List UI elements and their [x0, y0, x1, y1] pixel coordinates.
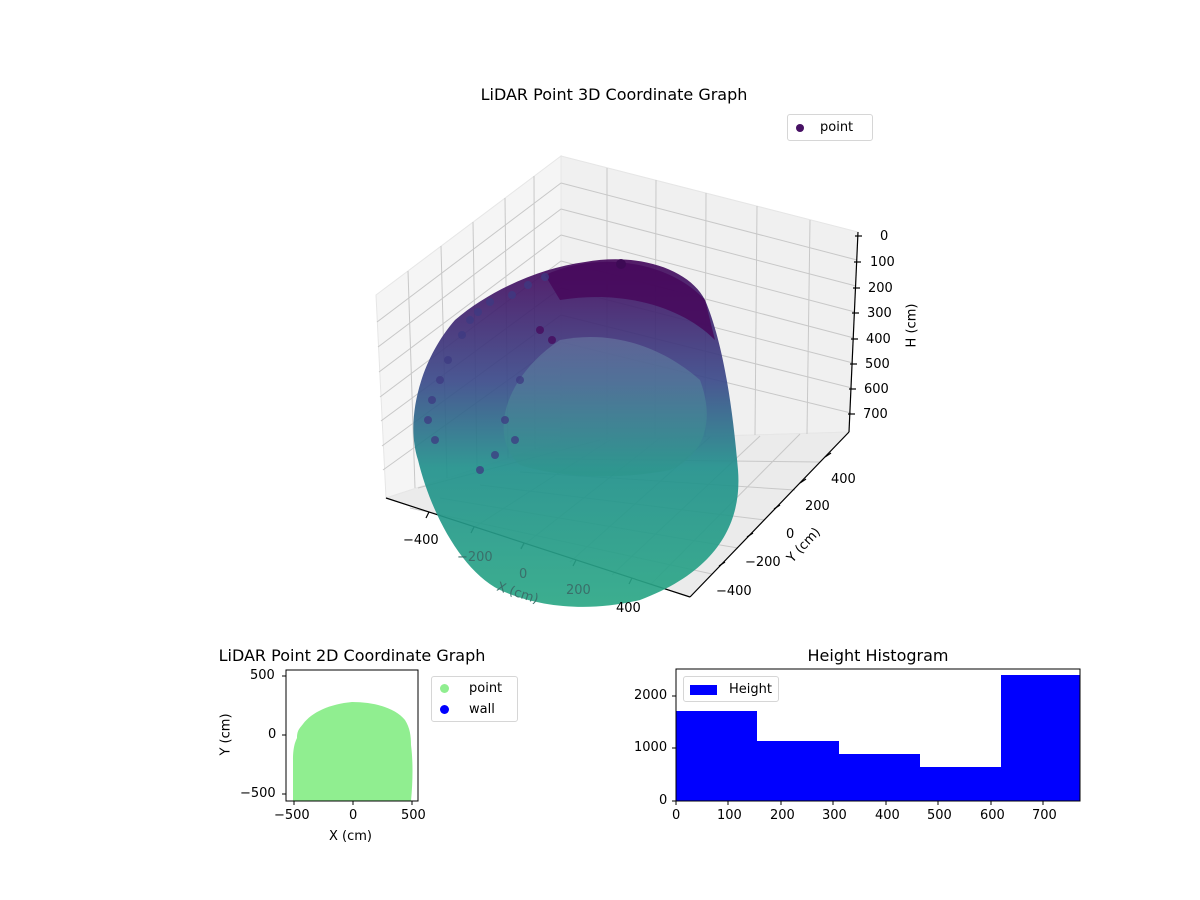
y-tick: −500 — [240, 786, 276, 801]
x-tick: 200 — [770, 808, 795, 823]
x-tick: 100 — [717, 808, 742, 823]
plot3d-canvas — [375, 154, 862, 607]
x-tick: 200 — [566, 583, 591, 598]
x-tick: 400 — [616, 601, 641, 616]
x-tick: −200 — [457, 550, 493, 565]
z-tick: 200 — [868, 281, 893, 296]
plot2d-legend-point: point — [469, 681, 503, 696]
x-tick: 300 — [822, 808, 847, 823]
x-tick: 700 — [1032, 808, 1057, 823]
x-tick: 0 — [519, 567, 528, 582]
x-tick: 0 — [672, 808, 681, 823]
x-tick: −400 — [403, 533, 439, 548]
z-tick: 100 — [870, 255, 895, 270]
plot2d-legend: point wall — [431, 676, 518, 722]
z-tick: 300 — [867, 306, 892, 321]
hist-bar — [920, 767, 1001, 801]
hist-bar — [1001, 675, 1080, 801]
z-tick: 0 — [880, 229, 889, 244]
y-tick: 2000 — [634, 688, 668, 703]
hist-bar — [757, 741, 839, 801]
y-tick: 400 — [831, 472, 856, 487]
x-tick: 500 — [401, 808, 426, 823]
y-tick: −400 — [716, 584, 752, 599]
legend-point-marker-icon — [440, 684, 449, 693]
x-tick: 0 — [349, 808, 358, 823]
x-tick: 500 — [927, 808, 952, 823]
plot3d-title: LiDAR Point 3D Coordinate Graph — [480, 85, 748, 104]
hist-legend-label: Height — [729, 682, 772, 697]
y-tick: 0 — [659, 793, 668, 808]
plot2d-x-label: X (cm) — [329, 829, 372, 844]
plot3d-legend: point — [787, 114, 873, 141]
x-tick: −500 — [274, 808, 310, 823]
hist-bar — [676, 711, 757, 801]
legend-point-marker-icon — [796, 123, 804, 132]
x-tick: 400 — [875, 808, 900, 823]
y-tick: −200 — [745, 555, 781, 570]
y-tick: 500 — [250, 668, 275, 683]
plot3d-scan-columns — [508, 391, 720, 607]
y-tick: 1000 — [634, 740, 668, 755]
y-tick: 200 — [805, 499, 830, 514]
hist-bars — [676, 675, 1080, 801]
plot2d-title: LiDAR Point 2D Coordinate Graph — [218, 646, 486, 665]
hist-title: Height Histogram — [807, 646, 949, 665]
z-tick: 700 — [863, 407, 888, 422]
plot2d-legend-wall: wall — [469, 702, 495, 717]
x-tick: 600 — [980, 808, 1005, 823]
legend-wall-marker-icon — [440, 705, 449, 714]
y-tick: 0 — [786, 527, 795, 542]
plot2d-point-area — [293, 702, 413, 801]
plot3d-legend-label: point — [820, 120, 854, 135]
z-tick: 500 — [865, 357, 890, 372]
z-tick: 400 — [866, 332, 891, 347]
y-tick: 0 — [268, 727, 277, 742]
plot3d-point-cloud — [413, 259, 739, 607]
legend-height-patch-icon — [690, 684, 718, 695]
z-tick: 600 — [864, 382, 889, 397]
hist-legend: Height — [683, 676, 779, 702]
hist-bar — [839, 754, 920, 801]
